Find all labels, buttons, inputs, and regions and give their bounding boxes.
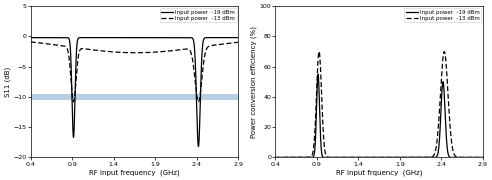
Input power  -19 dBm xyxy=(195,145,201,148)
Line: Input power  -13 dBm: Input power -13 dBm xyxy=(31,42,238,102)
Input power  -19 dBm xyxy=(368,156,373,158)
Input power  -13 dBm xyxy=(28,41,33,43)
Legend: Input power  -19 dBm, Input power  -13 dBm: Input power -19 dBm, Input power -13 dBm xyxy=(159,8,237,22)
Input power  -13 dBm xyxy=(235,41,241,43)
Input power  -13 dBm xyxy=(283,156,289,158)
Input power  -19 dBm xyxy=(437,124,443,126)
Line: Input power  -19 dBm: Input power -19 dBm xyxy=(276,74,483,157)
Input power  -19 dBm xyxy=(404,156,410,158)
Y-axis label: S11 (dB): S11 (dB) xyxy=(4,67,11,97)
Input power  -13 dBm xyxy=(151,51,156,53)
Input power  -19 dBm xyxy=(273,156,278,158)
Input power  -13 dBm xyxy=(441,50,447,53)
Input power  -13 dBm xyxy=(404,156,410,158)
X-axis label: RF input frquency  (GHz): RF input frquency (GHz) xyxy=(336,169,422,176)
Line: Input power  -13 dBm: Input power -13 dBm xyxy=(276,51,483,157)
Bar xyxy=(31,94,238,100)
Input power  -13 dBm xyxy=(195,101,201,103)
Input power  -19 dBm xyxy=(395,156,401,158)
Input power  -13 dBm xyxy=(395,156,401,158)
Input power  -19 dBm xyxy=(480,156,486,158)
Input power  -13 dBm xyxy=(193,85,199,87)
Input power  -19 dBm xyxy=(159,37,165,39)
Input power  -19 dBm xyxy=(28,37,33,39)
Input power  -13 dBm xyxy=(182,48,187,50)
Input power  -19 dBm xyxy=(283,156,289,158)
Line: Input power  -19 dBm: Input power -19 dBm xyxy=(31,38,238,147)
X-axis label: RF input frequency  (GHz): RF input frequency (GHz) xyxy=(89,169,180,176)
Input power  -13 dBm xyxy=(480,156,486,158)
Input power  -19 dBm xyxy=(347,156,353,158)
Input power  -13 dBm xyxy=(426,156,432,158)
Input power  -19 dBm xyxy=(315,73,321,75)
Y-axis label: Power conversion efficiency (%): Power conversion efficiency (%) xyxy=(250,26,257,138)
Input power  -13 dBm xyxy=(347,156,353,158)
Input power  -19 dBm xyxy=(151,37,156,39)
Input power  -13 dBm xyxy=(38,42,44,44)
Input power  -19 dBm xyxy=(38,37,44,39)
Input power  -19 dBm xyxy=(426,156,432,158)
Input power  -13 dBm xyxy=(103,50,109,52)
Legend: Input power  -19 dBm, Input power  -13 dBm: Input power -19 dBm, Input power -13 dBm xyxy=(404,8,481,22)
Input power  -19 dBm xyxy=(235,37,241,39)
Input power  -13 dBm xyxy=(159,51,165,53)
Input power  -13 dBm xyxy=(366,156,372,158)
Input power  -13 dBm xyxy=(273,156,278,158)
Input power  -19 dBm xyxy=(182,37,187,39)
Input power  -13 dBm xyxy=(437,96,443,98)
Input power  -19 dBm xyxy=(193,71,199,74)
Input power  -19 dBm xyxy=(103,37,109,39)
